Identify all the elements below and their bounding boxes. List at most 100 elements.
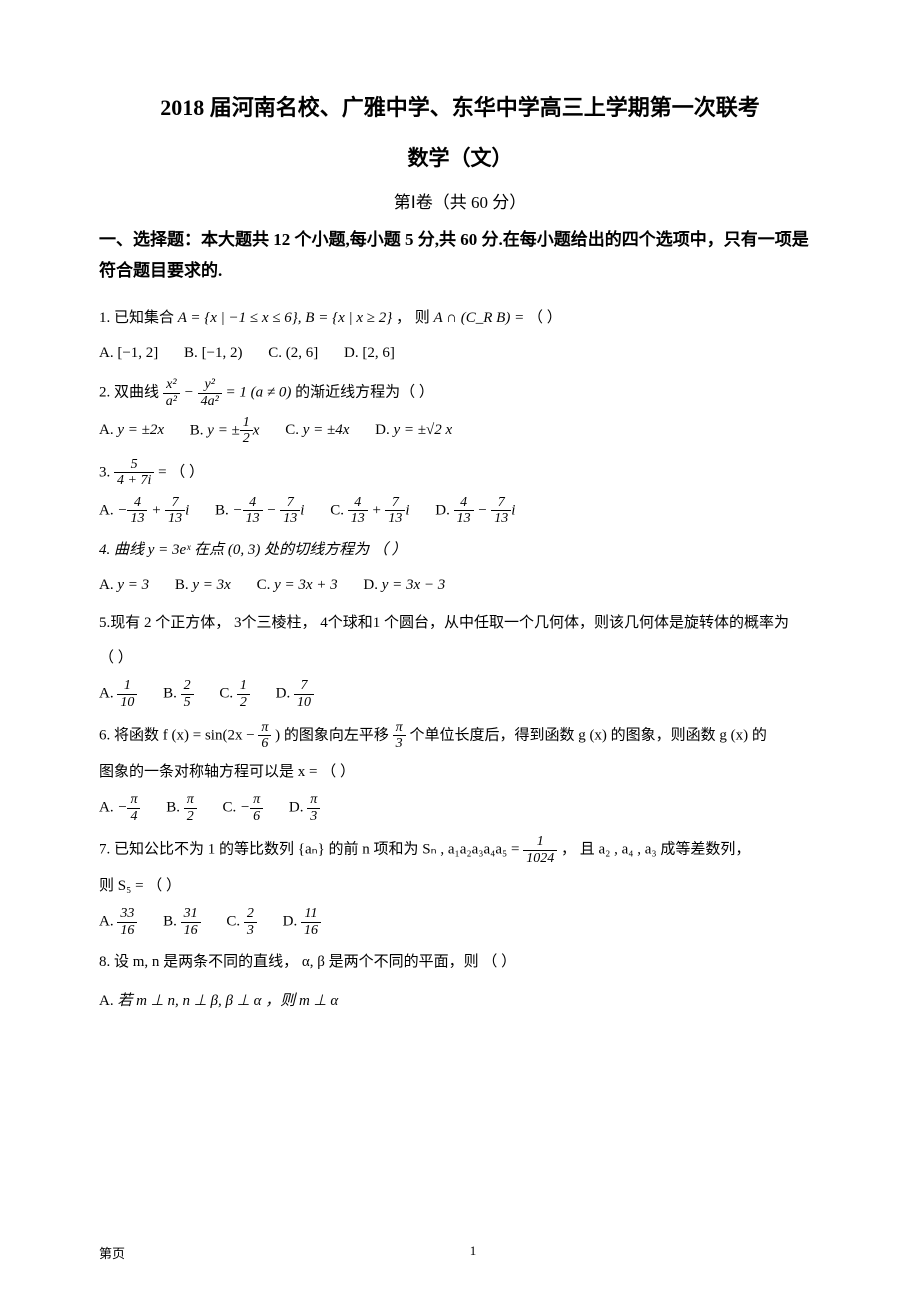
q2-frac-left: x²a²: [163, 377, 180, 409]
q8-opt-a: A. 若 m ⊥ n, n ⊥ β, β ⊥ α ，则 m ⊥ α: [99, 987, 338, 1016]
val: y = 3: [117, 577, 149, 593]
q5-opt-b: B. 25: [163, 678, 194, 710]
q1-opt-a: A. [−1, 2]: [99, 339, 158, 368]
frac-num: 2: [181, 678, 194, 694]
frac-den: 13: [127, 511, 147, 526]
question-text: 7. 已知公比不为 1 的等比数列 {aₙ} 的前 n 项和为 Sₙ , a₁a…: [99, 834, 821, 866]
q1-prefix: 1. 已知集合: [99, 310, 178, 326]
q2-a-val: y = ±2x: [117, 422, 164, 438]
frac-den: 10: [117, 695, 137, 710]
mid: −: [263, 502, 281, 518]
frac-den: 3: [307, 809, 320, 824]
q2-b-suffix: x: [253, 422, 260, 438]
frac-den: 16: [117, 923, 137, 938]
frac-num: 4: [454, 495, 474, 511]
val: y = 3x: [192, 577, 230, 593]
frac: π2: [184, 792, 197, 824]
q3-opt-d: D. 413 − 713i: [435, 495, 515, 527]
q1-blank: （ ）: [528, 310, 562, 326]
question-6: 6. 将函数 f (x) = sin(2x − π6 ) 的图象向左平移 π3 …: [99, 720, 821, 824]
frac-den: 3: [393, 736, 406, 751]
q5-blank: （ ）: [99, 644, 821, 673]
q2-suffix: 的渐近线方程为（ ）: [295, 385, 434, 401]
q2-opt-d: D. y = ±√2 x: [375, 416, 452, 445]
frac-den: 6: [250, 809, 263, 824]
q1-opt-d-val: [2, 6]: [362, 345, 395, 361]
frac-den: 1024: [523, 851, 557, 866]
question-text: 8. 设 m, n 是两条不同的直线， α, β 是两个不同的平面，则 （ ）: [99, 948, 821, 977]
q2-opt-a: A. y = ±2x: [99, 416, 164, 445]
q5-opt-d: D. 710: [276, 678, 314, 710]
frac-num: 4: [243, 495, 263, 511]
question-2: 2. 双曲线 x²a² − y²4a² = 1 (a ≠ 0) 的渐近线方程为（…: [99, 377, 821, 447]
question-8: 8. 设 m, n 是两条不同的直线， α, β 是两个不同的平面，则 （ ） …: [99, 948, 821, 1015]
sign: −: [117, 502, 127, 518]
sign: −: [240, 800, 250, 816]
q5-options: A. 110 B. 25 C. 12 D. 710: [99, 678, 821, 710]
q3-frac: 54 + 7i: [114, 457, 154, 489]
minus-sign: −: [184, 385, 198, 401]
frac: 3116: [181, 906, 201, 938]
q3-suffix: = （ ）: [158, 464, 204, 480]
mid: +: [368, 502, 386, 518]
q1-opt-b-val: [−1, 2): [202, 345, 243, 361]
question-text: 5.现有 2 个正方体， 3个三棱柱， 4个球和1 个圆台，从中任取一个几何体，…: [99, 609, 821, 638]
frac-den: 3: [244, 923, 257, 938]
q1-opt-b: B. [−1, 2): [184, 339, 242, 368]
frac-num: 31: [181, 906, 201, 922]
q1-set: A = {x | −1 ≤ x ≤ 6}, B = {x | x ≥ 2}: [178, 310, 393, 326]
mid: −: [474, 502, 492, 518]
val: 若 m ⊥ n, n ⊥ β, β ⊥ α ，则 m ⊥ α: [117, 993, 338, 1009]
q6-mid2: 个单位长度后，得到函数 g (x) 的图象，则函数 g (x) 的: [409, 727, 766, 743]
q7-prefix: 7. 已知公比不为 1 的等比数列 {aₙ} 的前 n 项和为 Sₙ , a₁a…: [99, 841, 523, 857]
q7-suffix: ， 且 a₂ , a₄ , a₃ 成等差数列，: [561, 841, 750, 857]
frac-num: 7: [491, 495, 511, 511]
q1-opt-a-val: [−1, 2]: [117, 345, 158, 361]
frac: 23: [244, 906, 257, 938]
frac: 413: [348, 495, 368, 527]
q6-options: A. −π4 B. π2 C. −π6 D. π3: [99, 792, 821, 824]
frac-num: 1: [117, 678, 137, 694]
page-footer: 第页 1: [99, 1243, 821, 1262]
section-label: 第Ⅰ卷（共 60 分）: [99, 188, 821, 213]
sign: −: [117, 800, 127, 816]
frac-num: y²: [198, 377, 222, 393]
q2-opt-c: C. y = ±4x: [285, 416, 349, 445]
frac-num: 1: [523, 834, 557, 850]
q1-opt-c-val: (2, 6]: [286, 345, 319, 361]
q3-opt-c: C. 413 + 713i: [330, 495, 409, 527]
frac-den: 13: [454, 511, 474, 526]
frac-den: 2: [237, 695, 250, 710]
frac-den: 13: [243, 511, 263, 526]
frac-num: 7: [294, 678, 314, 694]
q1-opt-c: C. (2, 6]: [268, 339, 318, 368]
q4-opt-d: D. y = 3x − 3: [363, 571, 445, 600]
frac: 413: [127, 495, 147, 527]
frac-num: 2: [244, 906, 257, 922]
frac-den: a²: [163, 394, 180, 409]
q2-options: A. y = ±2x B. y = ±12x C. y = ±4x D. y =…: [99, 415, 821, 447]
tail: i: [300, 502, 304, 518]
q5-opt-c: C. 12: [219, 678, 250, 710]
frac-num: π: [250, 792, 263, 808]
question-text: 3. 54 + 7i = （ ）: [99, 457, 821, 489]
frac: 1116: [301, 906, 321, 938]
frac: π4: [127, 792, 140, 824]
q2-b-prefix: y = ±: [207, 422, 240, 438]
frac-den: 4a²: [198, 394, 222, 409]
frac-num: 4: [348, 495, 368, 511]
page-title: 2018 届河南名校、广雅中学、东华中学高三上学期第一次联考: [99, 90, 821, 122]
frac: 713: [165, 495, 185, 527]
tail: i: [405, 502, 409, 518]
frac-num: 7: [165, 495, 185, 511]
frac-den: 13: [165, 511, 185, 526]
frac-den: 13: [491, 511, 511, 526]
frac-num: 7: [280, 495, 300, 511]
q2-opt-b: B. y = ±12x: [190, 415, 260, 447]
frac: 713: [280, 495, 300, 527]
question-4: 4. 曲线 y = 3eˣ 在点 (0, 3) 处的切线方程为 （ ） A. y…: [99, 536, 821, 599]
tail: i: [511, 502, 515, 518]
frac: 110: [117, 678, 137, 710]
q7-line2: 则 S₅ = （ ）: [99, 872, 821, 901]
q4-opt-a: A. y = 3: [99, 571, 149, 600]
